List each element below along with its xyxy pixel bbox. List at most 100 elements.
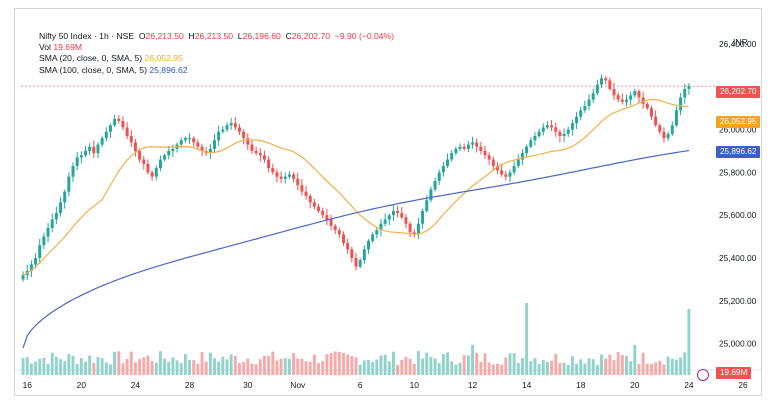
volume-bar: [188, 360, 191, 375]
volume-bar: [687, 309, 691, 375]
candle-body: [113, 118, 117, 126]
volume-bar: [158, 351, 162, 375]
candle-body: [483, 150, 487, 156]
candle-body: [658, 125, 662, 132]
volume-bar: [521, 358, 524, 375]
candle-body: [208, 148, 212, 154]
candle-body: [404, 217, 408, 224]
candle-body: [100, 138, 104, 145]
volume-bar: [404, 356, 408, 375]
candle-body: [329, 219, 333, 226]
volume-bar: [483, 353, 487, 375]
candle-body: [321, 210, 325, 216]
volume-bar: [113, 351, 117, 375]
candle-body: [533, 136, 537, 141]
price-chart[interactable]: 26,400.00 26,000.00 25,800.00 25,600.00 25,4…: [15, 9, 761, 395]
volume-bar: [50, 352, 54, 375]
candle-body: [441, 165, 445, 173]
y-tick-label: 25,000.00: [719, 339, 757, 349]
volume-bar: [362, 360, 366, 375]
x-tick-label: 24: [131, 380, 141, 390]
volume-bar: [558, 363, 562, 375]
candle-body: [516, 159, 520, 166]
candle-body: [637, 91, 641, 98]
volume-bar: [437, 363, 441, 375]
candle-body: [604, 78, 608, 81]
volume-bar: [109, 364, 112, 375]
volume-bar: [545, 361, 549, 375]
close-value: 26,202.70: [291, 31, 331, 41]
candle-body: [495, 165, 499, 171]
x-tick-label: 26: [738, 380, 748, 390]
candle-body: [562, 133, 566, 137]
candle-body: [454, 148, 458, 154]
volume-bar: [604, 358, 608, 375]
candle-body: [387, 215, 391, 220]
candle-body: [545, 125, 549, 128]
candle-body: [129, 136, 133, 143]
volume-tag: 19.69M: [716, 367, 752, 379]
volume-bar: [679, 357, 683, 375]
candle-body: [591, 93, 595, 100]
candle-body: [429, 189, 433, 201]
sma100-tag: 25,896.62: [716, 146, 761, 158]
candle-body: [371, 234, 375, 241]
x-tick-label: 18: [576, 380, 586, 390]
volume-bar: [371, 361, 375, 375]
y-tick-label: 26,000.00: [719, 125, 757, 135]
sma20-value: 26,052.95: [144, 53, 183, 64]
volume-bar: [500, 364, 504, 375]
candle-body: [163, 155, 167, 160]
volume-bar: [312, 354, 316, 375]
candle-body: [46, 228, 50, 237]
sma20-line: [22, 98, 689, 276]
volume-bar: [279, 358, 283, 375]
candle-body: [350, 249, 354, 258]
candle-body: [233, 123, 237, 128]
volume-bar: [446, 352, 450, 375]
candle-body: [620, 99, 624, 102]
volume-bar: [670, 358, 674, 375]
candle-body: [550, 125, 554, 128]
volume-bar: [633, 345, 637, 375]
candle-body: [108, 125, 112, 132]
volume-bar: [117, 351, 121, 375]
candle-body: [358, 260, 362, 267]
candle-body: [79, 155, 83, 158]
volume-bar: [29, 363, 33, 375]
x-tick-label: 14: [522, 380, 532, 390]
candle-body: [462, 146, 466, 149]
volume-bar: [125, 358, 129, 375]
volume-bar: [654, 362, 658, 375]
sma100-row[interactable]: SMA (100, close, 0, SMA, 5) 25,896.62: [39, 65, 394, 76]
candle-body: [150, 172, 154, 177]
candle-body: [520, 153, 524, 160]
candle-body: [88, 146, 92, 151]
volume-bar: [179, 362, 183, 375]
volume-bar: [550, 360, 554, 375]
volume-bar: [200, 352, 204, 375]
volume-bar: [221, 356, 225, 375]
volume-bar: [292, 353, 296, 375]
candle-body: [504, 174, 508, 177]
volume-bar: [529, 361, 533, 375]
candle-body: [242, 131, 246, 139]
volume-bar: [67, 354, 71, 375]
candle-body: [300, 185, 304, 192]
candle-body: [487, 155, 491, 160]
volume-bar: [400, 359, 404, 375]
sma20-row[interactable]: SMA (20, close, 0, SMA, 5) 26,052.95: [39, 53, 394, 64]
candle-body: [225, 125, 229, 130]
candle-body: [529, 140, 533, 147]
candle-body: [188, 138, 192, 140]
x-tick-label: 10: [410, 380, 420, 390]
candle-body: [366, 240, 370, 250]
volume-bar: [645, 363, 649, 375]
candle-body: [125, 127, 129, 137]
volume-bar: [616, 351, 620, 375]
currency-label[interactable]: INR: [733, 37, 748, 47]
x-tick-label: 16: [23, 380, 33, 390]
y-tick-label: 25,800.00: [719, 167, 757, 177]
volume-bar: [75, 363, 79, 375]
candle-body: [412, 232, 416, 235]
